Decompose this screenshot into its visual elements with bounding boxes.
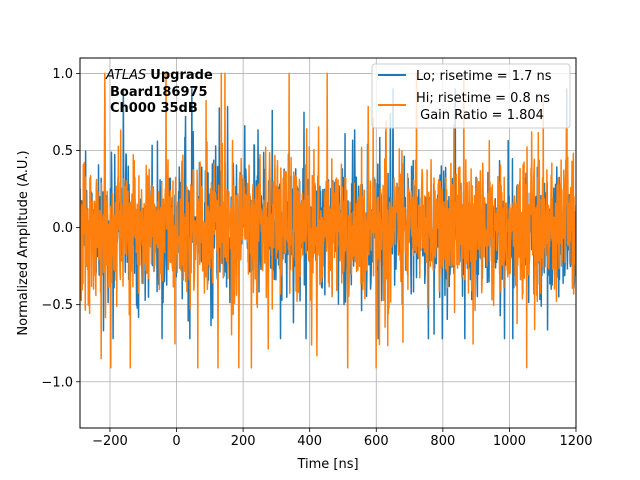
y-tick-label: 1.0 bbox=[52, 67, 73, 82]
y-tick-label: −0.5 bbox=[41, 298, 73, 313]
x-axis-label: Time [ns] bbox=[296, 457, 358, 472]
y-tick-label: 0.5 bbox=[52, 144, 73, 159]
legend-box bbox=[371, 63, 571, 129]
y-tick-label: 0.0 bbox=[52, 221, 73, 236]
x-tick-label: 1000 bbox=[493, 434, 526, 449]
atlas-annotation: ATLAS Upgrade Board186975 Ch000 35dB bbox=[105, 68, 213, 116]
annotation-upgrade: Upgrade bbox=[150, 68, 213, 83]
plot-frame bbox=[79, 57, 577, 429]
x-tick-label: 0 bbox=[172, 434, 180, 449]
legend-label-hi: Hi; risetime = 0.8 ns bbox=[416, 91, 550, 106]
x-tick-label: 800 bbox=[430, 434, 455, 449]
annotation-channel: Ch000 35dB bbox=[110, 101, 198, 116]
y-axis-label: Normalized Amplitude (A.U.) bbox=[16, 150, 31, 335]
x-tick-label: 600 bbox=[364, 434, 389, 449]
annotation-board: Board186975 bbox=[110, 85, 208, 100]
legend: Lo; risetime = 1.7 ns Hi; risetime = 0.8… bbox=[371, 63, 571, 129]
y-tick-label: −1.0 bbox=[41, 375, 73, 390]
legend-label-hi-gain: Gain Ratio = 1.804 bbox=[416, 108, 544, 123]
series-layer bbox=[80, 72, 576, 369]
x-tick-label: 200 bbox=[231, 434, 256, 449]
legend-label-lo: Lo; risetime = 1.7 ns bbox=[416, 69, 552, 84]
ticks: −200 0 200 400 600 800 1000 1200 −1.0 −0.5 0.0 0.5 1… bbox=[41, 67, 592, 449]
x-tick-label: −200 bbox=[92, 434, 128, 449]
x-tick-label: 400 bbox=[297, 434, 322, 449]
series-line-hi bbox=[80, 72, 576, 369]
x-tick-label: 1200 bbox=[559, 434, 592, 449]
annotation-atlas: ATLAS bbox=[105, 68, 146, 83]
